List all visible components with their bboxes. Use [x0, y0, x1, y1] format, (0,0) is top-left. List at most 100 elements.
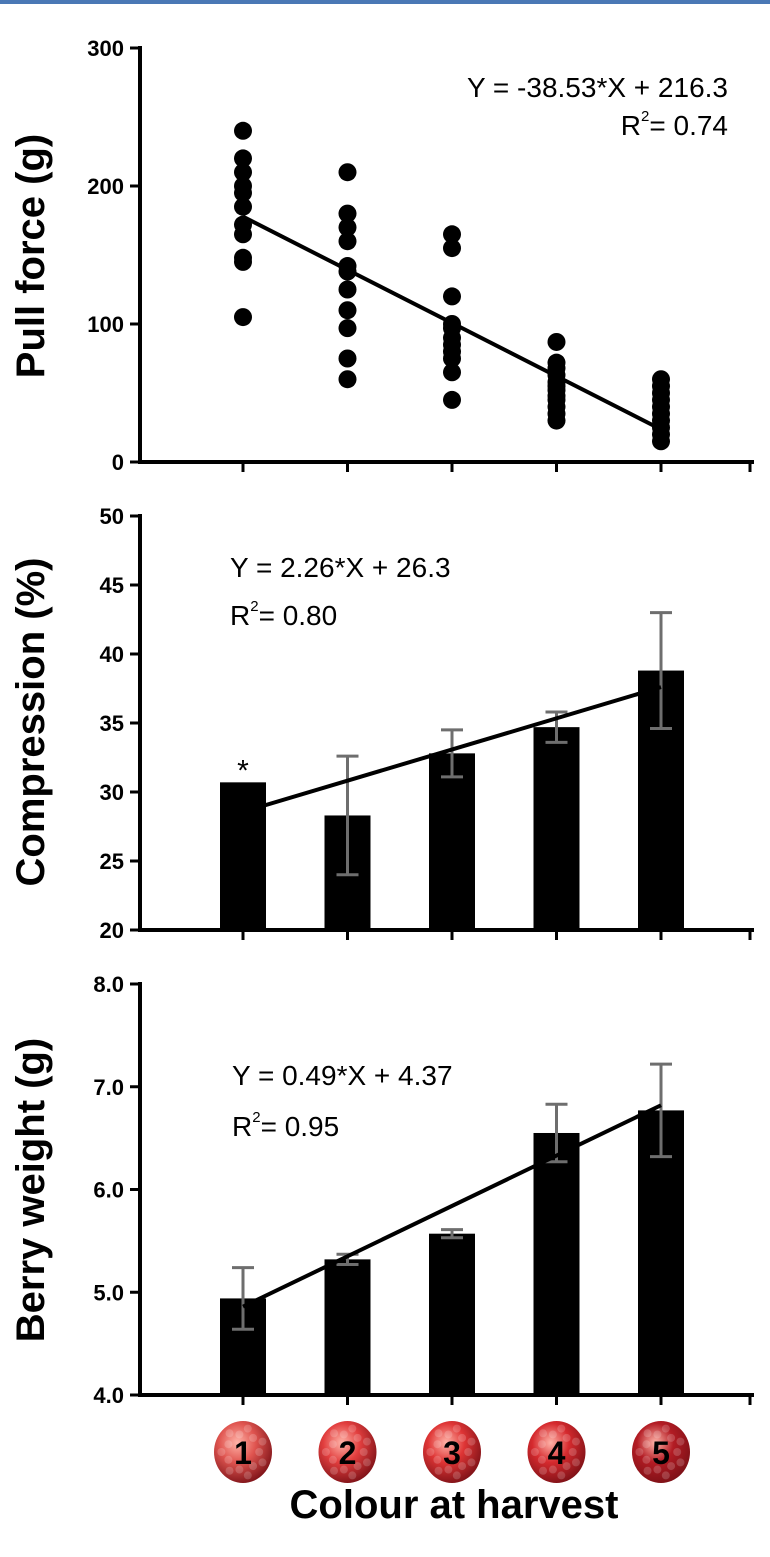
data-point	[443, 239, 461, 258]
drupelet	[452, 1471, 461, 1480]
data-point	[443, 390, 461, 409]
drupelet	[464, 1448, 473, 1456]
equation-label: Y = -38.53*X + 216.3	[467, 72, 728, 103]
pull-force-panel: 0 100 200 300 Pull force (g) Y = -38.53*X +…	[9, 36, 754, 475]
berry-shape	[214, 1421, 272, 1483]
drupelet	[548, 1430, 557, 1439]
data-point	[234, 163, 252, 182]
drupelet	[562, 1433, 571, 1442]
x-ticks	[241, 462, 752, 472]
drupelet	[359, 1448, 368, 1456]
drupelet	[243, 1424, 252, 1433]
drupelet	[661, 1471, 670, 1480]
drupelet	[224, 1455, 233, 1464]
drupelet	[243, 1471, 252, 1480]
drupelet	[676, 1437, 685, 1446]
data-point	[234, 252, 252, 271]
y-tick-label: 30	[100, 780, 124, 805]
bar	[324, 1259, 371, 1395]
drupelet	[339, 1430, 348, 1439]
data-point	[338, 370, 357, 389]
berry-shape	[423, 1421, 481, 1483]
data-point	[338, 218, 357, 237]
drupelet	[434, 1429, 443, 1438]
drupelet	[653, 1430, 662, 1439]
berry-icon: 2	[318, 1421, 377, 1483]
data-point	[338, 301, 357, 320]
data-point	[338, 349, 357, 368]
data-point	[652, 432, 670, 451]
bar	[533, 1132, 580, 1395]
data-point	[234, 121, 252, 140]
data-point	[234, 308, 252, 327]
drupelet	[434, 1466, 443, 1475]
data-point	[443, 349, 461, 368]
drupelet	[458, 1462, 467, 1471]
x-ticks	[241, 930, 752, 940]
drupelet	[537, 1455, 546, 1464]
drupelet	[571, 1458, 580, 1467]
drupelet	[235, 1430, 244, 1439]
data-point	[547, 332, 566, 351]
category-label: 1	[234, 1435, 252, 1471]
drupelet	[661, 1424, 670, 1433]
significance-marker: *	[237, 754, 249, 787]
drupelet	[258, 1458, 267, 1467]
data-point	[443, 363, 461, 382]
y-tick-label: 5.0	[93, 1280, 124, 1305]
y-tick-label: 6.0	[93, 1178, 124, 1203]
drupelet	[258, 1437, 267, 1446]
y-tick-label: 45	[100, 573, 124, 598]
drupelet	[339, 1465, 348, 1474]
drupelet	[653, 1465, 662, 1474]
bar	[429, 1233, 475, 1395]
data-point	[443, 225, 461, 244]
y-tick-label: 8.0	[93, 972, 124, 997]
berry-icon: 1	[214, 1421, 272, 1483]
drupelet	[458, 1433, 467, 1442]
y-tick-label: 20	[100, 918, 124, 943]
drupelet	[225, 1466, 234, 1475]
drupelet	[562, 1462, 571, 1471]
drupelet	[433, 1455, 442, 1464]
drupelet	[673, 1448, 682, 1456]
drupelet	[328, 1440, 337, 1449]
drupelet	[667, 1433, 676, 1442]
bar	[429, 753, 475, 930]
drupelet	[568, 1448, 577, 1456]
drupelet	[467, 1437, 476, 1446]
equation-label: Y = 0.49*X + 4.37	[232, 1060, 453, 1091]
berry-shape	[632, 1421, 690, 1483]
drupelet	[330, 1466, 339, 1475]
data-point	[234, 225, 252, 244]
drupelet	[255, 1448, 264, 1456]
y-tick-label: 200	[87, 174, 124, 199]
category-label: 4	[548, 1435, 566, 1471]
bar	[533, 727, 580, 930]
y-ticks: 0 100 200 300	[87, 36, 140, 475]
drupelet	[433, 1440, 442, 1449]
drupelet	[362, 1458, 371, 1467]
r-squared-label: R2= 0.95	[232, 1109, 339, 1142]
berry-icon: 5	[632, 1421, 690, 1483]
y-tick-label: 35	[100, 711, 124, 736]
drupelet	[642, 1455, 651, 1464]
drupelet	[452, 1424, 461, 1433]
y-axis-title: Compression (%)	[9, 558, 53, 887]
bar	[220, 782, 266, 930]
r-squared-value: = 0.80	[259, 600, 338, 631]
data-point	[338, 319, 357, 338]
category-label: 3	[443, 1435, 461, 1471]
drupelet	[571, 1437, 580, 1446]
r-letter: R	[621, 110, 641, 141]
drupelet	[530, 1448, 539, 1456]
drupelet	[362, 1437, 371, 1446]
category-label: 5	[652, 1435, 670, 1471]
drupelet	[321, 1448, 330, 1456]
berry-icon: 4	[527, 1421, 586, 1483]
berry-shape	[527, 1421, 586, 1483]
r-squared-label: R2= 0.80	[230, 598, 337, 631]
data-point	[234, 149, 252, 168]
data-point	[443, 287, 461, 306]
berry-shape	[318, 1421, 377, 1483]
